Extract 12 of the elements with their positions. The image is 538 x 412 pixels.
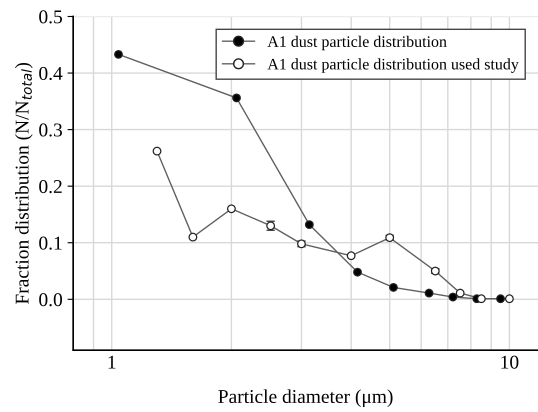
y-tick-label: 0.5 xyxy=(39,10,62,24)
legend-label: A1 dust particle distribution used study xyxy=(267,58,519,73)
x-axis-title: Particle diameter (μm) xyxy=(218,389,393,408)
y-tick-label: 0.1 xyxy=(39,236,62,250)
y-axis-title: Fraction distribution (N/N$_{total}$) xyxy=(15,62,33,304)
y-tick-label: 0.4 xyxy=(39,66,62,80)
y-tick-label: 0.3 xyxy=(39,123,62,137)
y-tick-label: 0.0 xyxy=(39,293,62,306)
legend-label: A1 dust particle distribution xyxy=(267,36,447,50)
x-tick-label: 1 xyxy=(108,356,116,369)
y-tick-label: 0.2 xyxy=(39,180,62,194)
x-tick-label: 10 xyxy=(501,356,518,369)
